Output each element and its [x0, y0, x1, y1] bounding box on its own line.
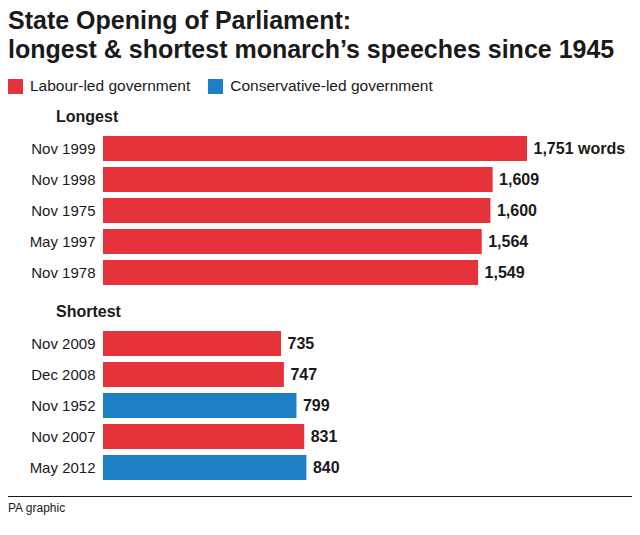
svg-text:May 1997: May 1997 [30, 233, 96, 250]
svg-text:1,609: 1,609 [499, 171, 539, 188]
svg-text:May 2012: May 2012 [30, 459, 96, 476]
html-text:PA graphic: PA graphic [8, 501, 66, 515]
html-text:Shortest: Shortest [56, 303, 121, 320]
svg-text:831: 831 [311, 428, 338, 445]
svg-text:Nov 1975: Nov 1975 [31, 202, 95, 219]
svg-text:1,600: 1,600 [497, 202, 537, 219]
svg-text:799: 799 [303, 397, 330, 414]
svg-text:1,549: 1,549 [485, 264, 525, 281]
svg-text:747: 747 [290, 366, 317, 383]
svg-text:Dec 2008: Dec 2008 [31, 366, 95, 383]
svg-text:Nov 1952: Nov 1952 [31, 397, 95, 414]
html-text:Longest: Longest [56, 108, 119, 125]
html-text:longest & shortest monarch’s s: longest & shortest monarch’s speeches si… [8, 35, 615, 63]
html-text:State Opening of Parliament:: State Opening of Parliament: [8, 6, 352, 34]
svg-text:Nov 1978: Nov 1978 [31, 264, 95, 281]
html-text:Labour-led government: Labour-led government [30, 77, 191, 94]
svg-text:Nov 1999: Nov 1999 [31, 140, 95, 157]
svg-text:1,751 words: 1,751 words [534, 140, 626, 157]
svg-text:840: 840 [313, 459, 340, 476]
svg-text:735: 735 [287, 335, 314, 352]
svg-text:1,564: 1,564 [488, 233, 528, 250]
svg-text:Nov 2007: Nov 2007 [31, 428, 95, 445]
svg-text:Nov 2009: Nov 2009 [31, 335, 95, 352]
svg-text:Nov 1998: Nov 1998 [31, 171, 95, 188]
html-text:Conservative-led government: Conservative-led government [230, 77, 433, 94]
